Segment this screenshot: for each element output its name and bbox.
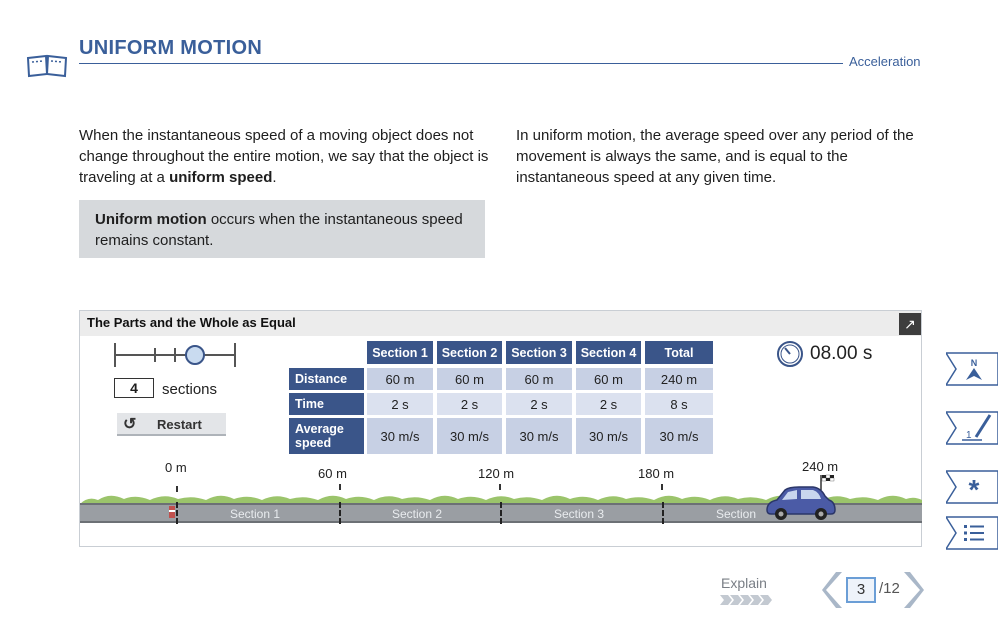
asterisk-icon[interactable]: * — [946, 470, 998, 504]
table-cell: 30 m/s — [645, 418, 713, 454]
table-cell: 8 s — [645, 393, 713, 415]
subject-label: Acceleration — [849, 54, 921, 69]
definition-text: Uniform motion occurs when the instantan… — [95, 211, 463, 249]
restart-button[interactable]: ↺ Restart — [117, 413, 226, 436]
distance-mark: 180 m — [638, 466, 675, 481]
timer-readout: 08.00 s — [810, 343, 873, 364]
restart-icon: ↺ — [123, 416, 137, 433]
distance-mark: 240 m — [802, 459, 839, 474]
restart-label: Restart — [157, 417, 202, 432]
distance-tick — [661, 484, 663, 490]
distance-tick — [339, 484, 341, 490]
page-total: /12 — [879, 580, 900, 597]
simulation-header — [80, 311, 921, 336]
car-icon — [766, 486, 836, 520]
table-cell: 30 m/s — [367, 418, 433, 454]
distance-mark: 120 m — [478, 466, 515, 481]
section-divider — [500, 502, 502, 524]
section-label: Section — [716, 507, 757, 521]
row-header-distance: Distance — [289, 368, 364, 390]
table-cell: 240 m — [645, 368, 713, 390]
table-cell: 60 m — [437, 368, 502, 390]
col-header-section-4: Section 4 — [576, 341, 641, 364]
sections-slider[interactable] — [113, 340, 237, 370]
intro-paragraph: When the instantaneous speed of a moving… — [79, 127, 489, 186]
uniform-paragraph: In uniform motion, the average speed ove… — [516, 127, 914, 186]
sections-count[interactable]: 4 — [114, 378, 154, 398]
section-label: Section 3 — [554, 507, 605, 521]
page-title: UNIFORM MOTION — [79, 37, 263, 59]
distance-mark: 0 m — [165, 460, 187, 475]
table-cell: 2 s — [367, 393, 433, 415]
start-marker-icon — [169, 506, 175, 518]
table-cell: 2 s — [437, 393, 502, 415]
slider-thumb — [185, 345, 205, 365]
table-cell: 30 m/s — [506, 418, 572, 454]
table-cell: 30 m/s — [437, 418, 502, 454]
col-header-section-1: Section 1 — [367, 341, 433, 364]
table-cell: 60 m — [506, 368, 572, 390]
section-divider — [339, 502, 341, 524]
title-divider — [79, 63, 843, 64]
svg-text:N: N — [971, 358, 978, 368]
section-label: Section 2 — [392, 507, 443, 521]
col-header-section-2: Section 2 — [437, 341, 502, 364]
list-icon[interactable] — [946, 516, 998, 550]
table-cell: 2 s — [506, 393, 572, 415]
table-cell: 60 m — [576, 368, 641, 390]
page-number-input[interactable]: 3 — [846, 577, 876, 603]
svg-text:*: * — [969, 474, 980, 504]
finish-flag-icon — [820, 474, 835, 490]
sections-label: sections — [162, 381, 218, 398]
notebook-pencil-icon[interactable]: 1 — [946, 411, 998, 445]
distance-tick — [499, 484, 501, 490]
simulation-title: The Parts and the Whole as Equal — [87, 315, 296, 330]
svg-text:1: 1 — [966, 430, 972, 441]
section-label: Section 1 — [230, 507, 281, 521]
row-header-average-speed: Average speed — [289, 418, 364, 454]
explain-chevrons-icon — [720, 595, 772, 605]
explain-button[interactable]: Explain — [721, 575, 767, 591]
col-header-section-3: Section 3 — [506, 341, 572, 364]
compass-icon[interactable]: N — [946, 352, 998, 386]
next-page-icon[interactable] — [902, 570, 924, 610]
table-cell: 2 s — [576, 393, 641, 415]
table-cell: 60 m — [367, 368, 433, 390]
section-divider — [176, 502, 178, 524]
distance-tick — [176, 486, 178, 492]
grass-strip — [80, 495, 922, 504]
stopwatch-icon — [777, 341, 803, 367]
row-header-time: Time — [289, 393, 364, 415]
previous-page-icon[interactable] — [822, 570, 844, 610]
col-header-total: Total — [645, 341, 713, 364]
section-divider — [662, 502, 664, 524]
expand-arrow-icon: ↗ — [904, 316, 916, 332]
table-cell: 30 m/s — [576, 418, 641, 454]
distance-mark: 60 m — [318, 466, 347, 481]
definition-box: Uniform motion occurs when the instantan… — [79, 200, 485, 258]
expand-button[interactable]: ↗ — [899, 313, 921, 335]
book-icon — [26, 54, 68, 78]
